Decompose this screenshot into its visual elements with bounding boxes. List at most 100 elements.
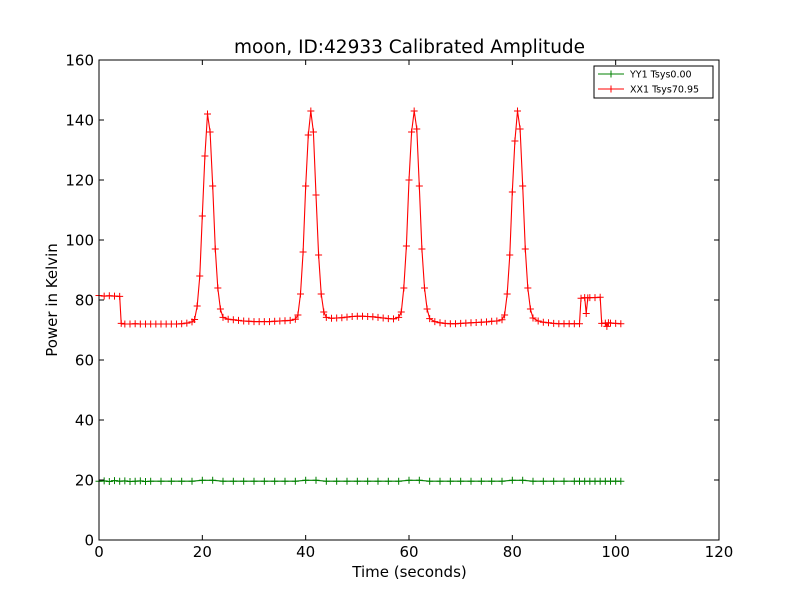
y-tick-label: 80: [75, 292, 94, 310]
data-point: [397, 308, 405, 316]
x-tick-label: 40: [296, 543, 315, 561]
y-tick-label: 20: [75, 472, 94, 490]
plot-series-layer: [95, 107, 625, 485]
data-point: [617, 320, 625, 328]
data-point: [408, 128, 416, 136]
data-point: [550, 477, 558, 485]
data-point: [498, 477, 506, 485]
legend-swatch-marker: [607, 70, 615, 78]
y-tick-label: 160: [65, 52, 94, 70]
data-point: [436, 319, 444, 327]
data-point: [483, 318, 490, 326]
data-point: [183, 319, 191, 327]
data-point: [216, 305, 224, 313]
series-yy1: [95, 476, 625, 485]
series-xx1: [95, 107, 625, 330]
data-point: [415, 182, 423, 190]
data-point: [157, 477, 165, 485]
data-point: [431, 318, 439, 326]
data-point: [312, 476, 320, 484]
x-tick-label: 0: [94, 543, 104, 561]
data-point: [198, 212, 206, 220]
data-point: [211, 245, 219, 253]
x-tick-label: 20: [193, 543, 212, 561]
data-point: [291, 315, 299, 323]
data-point: [312, 191, 320, 199]
data-point: [317, 290, 325, 298]
data-point: [384, 477, 392, 485]
data-point: [582, 310, 590, 317]
data-point: [405, 476, 413, 484]
data-point: [299, 248, 307, 256]
legend: YY1 Tsys0.00 XX1 Tsys70.95: [593, 65, 714, 99]
data-point: [524, 284, 532, 292]
data-point: [529, 477, 537, 485]
data-point: [501, 311, 509, 319]
data-point: [603, 322, 611, 330]
data-point: [294, 311, 302, 319]
data-point: [508, 476, 516, 484]
data-point: [545, 319, 552, 327]
data-point: [281, 477, 289, 485]
data-point: [418, 245, 426, 253]
data-point: [178, 320, 186, 328]
y-tick-label: 140: [65, 112, 94, 130]
data-point: [534, 317, 542, 325]
data-point: [503, 290, 511, 298]
data-point: [374, 313, 382, 321]
data-point: [498, 316, 506, 324]
data-point: [374, 477, 382, 485]
data-point: [514, 107, 521, 115]
x-tick-label: 60: [399, 543, 418, 561]
y-tick-label: 40: [75, 412, 94, 430]
chart-title: moon, ID:42933 Calibrated Amplitude: [234, 37, 585, 58]
data-point: [379, 314, 387, 322]
data-point: [446, 477, 454, 485]
data-point: [209, 476, 217, 484]
data-point: [178, 477, 186, 485]
data-point: [343, 313, 351, 321]
data-point: [206, 128, 214, 136]
data-point: [413, 125, 421, 133]
data-point: [395, 477, 403, 485]
data-point: [576, 320, 583, 328]
y-tick-label: 100: [65, 232, 94, 250]
data-point: [477, 477, 485, 485]
data-point: [291, 477, 299, 485]
data-point: [423, 305, 431, 313]
axis-layer: 0 20 40 60 80 100 120 0 20 40 60 80 100 120 140 160: [65, 52, 733, 562]
data-point: [309, 128, 317, 136]
data-point: [320, 308, 328, 316]
data-point: [250, 477, 258, 485]
data-point: [204, 110, 211, 118]
data-point: [426, 477, 434, 485]
data-point: [526, 305, 534, 313]
data-point: [410, 107, 418, 115]
data-point: [286, 316, 294, 324]
data-point: [240, 477, 248, 485]
data-point: [116, 292, 124, 300]
data-point: [229, 316, 237, 324]
data-point: [302, 182, 310, 190]
data-point: [426, 315, 434, 323]
data-point: [260, 477, 268, 485]
data-point: [395, 313, 403, 321]
data-point: [219, 313, 227, 321]
data-point: [315, 251, 323, 259]
legend-entry-label: XX1 Tsys70.95: [630, 85, 699, 96]
data-point: [457, 477, 465, 485]
data-point: [467, 477, 475, 485]
data-point: [219, 477, 227, 485]
data-point: [488, 477, 496, 485]
data-point: [529, 314, 537, 322]
data-point: [271, 477, 279, 485]
data-point: [511, 137, 519, 145]
data-point: [224, 315, 232, 323]
data-point: [493, 317, 501, 325]
data-point: [369, 313, 377, 321]
data-point: [343, 477, 351, 485]
y-tick-label: 0: [84, 532, 94, 550]
data-point: [400, 284, 408, 292]
data-point: [402, 242, 410, 250]
